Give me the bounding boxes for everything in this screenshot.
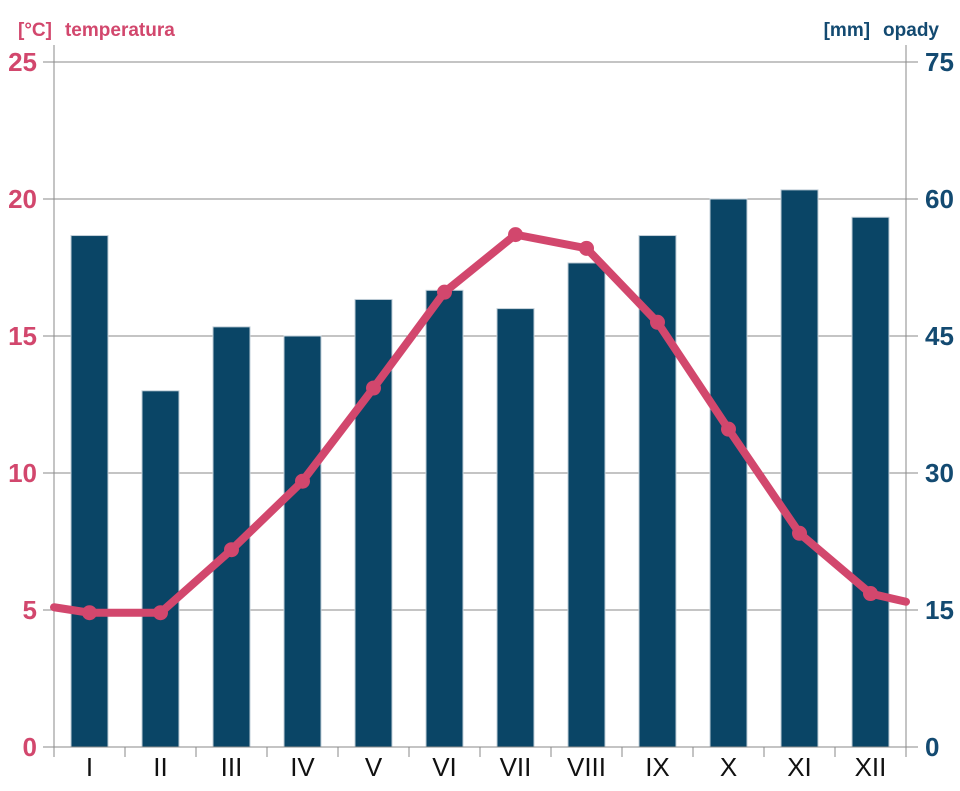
precip-bar xyxy=(496,308,535,748)
precip-bar xyxy=(709,198,748,748)
precip-bar xyxy=(141,390,180,748)
left-axis-unit: [°C] xyxy=(18,20,52,41)
y-tick-label-left: 15 xyxy=(8,321,37,351)
temperature-point xyxy=(508,227,523,243)
right-axis-name: opady xyxy=(883,20,939,41)
temperature-point xyxy=(224,542,239,558)
temperature-point xyxy=(792,525,807,541)
temperature-line xyxy=(50,230,910,617)
y-tick-label-right: 60 xyxy=(925,184,954,214)
y-tick-label-right: 75 xyxy=(925,47,954,77)
left-axis-name: temperatura xyxy=(64,20,175,41)
precip-bar xyxy=(567,262,606,748)
precip-bar xyxy=(780,189,819,748)
temperature-point xyxy=(366,380,381,396)
right-axis-unit: [mm] xyxy=(823,20,871,41)
y-tick-label-left: 0 xyxy=(23,732,37,762)
y-tick-label-left: 10 xyxy=(8,458,37,488)
temperature-point xyxy=(82,605,97,621)
left-axis-title: [°C] temperatura xyxy=(18,20,175,42)
x-tick-label: VII xyxy=(500,752,532,782)
y-tick-label-left: 25 xyxy=(8,47,37,77)
temperature-point xyxy=(650,314,665,330)
precip-bar xyxy=(425,289,464,748)
x-tick-label: XI xyxy=(787,752,812,782)
y-tick-label-left: 20 xyxy=(8,184,37,214)
x-tick-label: IV xyxy=(290,752,315,782)
precip-bar xyxy=(283,335,322,748)
temperature-point xyxy=(579,240,594,256)
precip-bar xyxy=(851,216,890,748)
x-tick-label: V xyxy=(365,752,383,782)
x-tick-label: II xyxy=(153,752,167,782)
precip-bar xyxy=(70,235,109,748)
temperature-point xyxy=(295,473,310,489)
y-tick-label-right: 0 xyxy=(925,732,939,762)
x-tick-label: XII xyxy=(855,752,887,782)
x-tick-label: IX xyxy=(645,752,670,782)
y-tick-label-left: 5 xyxy=(23,595,37,625)
temperature-point xyxy=(153,605,168,621)
right-axis-title: [mm] opady xyxy=(824,20,939,42)
y-tick-label-right: 45 xyxy=(925,321,954,351)
x-tick-label: III xyxy=(221,752,243,782)
y-tick-label-right: 30 xyxy=(925,458,954,488)
x-tick-label: X xyxy=(720,752,737,782)
temperature-point xyxy=(437,284,452,300)
x-tick-label: VI xyxy=(432,752,457,782)
x-tick-label: VIII xyxy=(567,752,606,782)
x-tick-label: I xyxy=(86,752,93,782)
temperature-point xyxy=(721,421,736,437)
y-tick-label-right: 15 xyxy=(925,595,954,625)
temperature-point xyxy=(863,586,878,602)
